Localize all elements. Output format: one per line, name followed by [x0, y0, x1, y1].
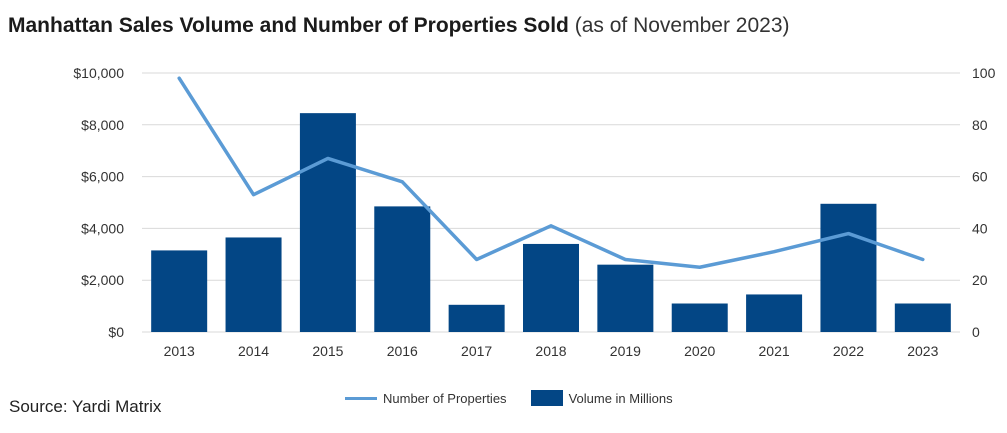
bar	[151, 250, 208, 332]
x-tick-label: 2013	[164, 343, 195, 359]
bar	[820, 203, 877, 332]
x-tick-label: 2019	[610, 343, 641, 359]
legend: Number of Properties Volume in Millions	[345, 390, 697, 406]
y-right-tick-label: 20	[972, 272, 988, 288]
bar	[894, 303, 951, 332]
bar	[448, 304, 505, 332]
y-left-tick-label: $0	[108, 324, 124, 340]
chart-title-main: Manhattan Sales Volume and Number of Pro…	[8, 14, 569, 37]
y-left-tick-label: $2,000	[81, 272, 124, 288]
y-left-tick-label: $10,000	[73, 65, 124, 81]
chart-title: Manhattan Sales Volume and Number of Pro…	[8, 14, 790, 38]
x-tick-label: 2023	[907, 343, 938, 359]
chart-subtitle: (as of November 2023)	[574, 14, 790, 37]
legend-label-properties: Number of Properties	[383, 390, 507, 406]
y-right-tick-label: 80	[972, 117, 988, 133]
x-tick-label: 2021	[759, 343, 790, 359]
bar	[746, 294, 803, 332]
source-note: Source: Yardi Matrix	[9, 397, 162, 416]
x-tick-label: 2016	[387, 343, 418, 359]
x-tick-label: 2014	[238, 343, 269, 359]
bar	[523, 243, 579, 332]
y-left-tick-label: $4,000	[81, 220, 124, 236]
y-right-tick-label: 40	[972, 220, 988, 236]
bar	[597, 264, 654, 332]
bar	[225, 237, 282, 332]
legend-item-volume: Volume in Millions	[530, 390, 673, 406]
x-tick-label: 2022	[833, 343, 864, 359]
y-left-tick-label: $6,000	[81, 169, 124, 185]
legend-label-volume: Volume in Millions	[568, 390, 673, 406]
bar	[299, 113, 356, 333]
legend-item-properties: Number of Properties	[345, 391, 507, 406]
y-left-tick-label: $8,000	[81, 117, 124, 133]
combo-chart: $0 $2,000 $4,000 $6,000 $8,000 $10,000 0 20 40 60…	[73, 65, 996, 359]
legend-line-swatch	[345, 396, 377, 400]
y-right-tick-label: 0	[972, 324, 980, 340]
y-right-tick-label: 100	[972, 65, 996, 81]
y-right-tick-label: 60	[972, 169, 988, 185]
x-tick-label: 2017	[461, 343, 492, 359]
x-tick-label: 2015	[312, 343, 343, 359]
x-tick-label: 2020	[684, 343, 715, 359]
line-series-properties	[177, 76, 925, 269]
bar	[671, 303, 728, 332]
legend-bar-swatch	[530, 390, 563, 406]
x-tick-label: 2018	[535, 343, 566, 359]
bar	[374, 206, 431, 332]
